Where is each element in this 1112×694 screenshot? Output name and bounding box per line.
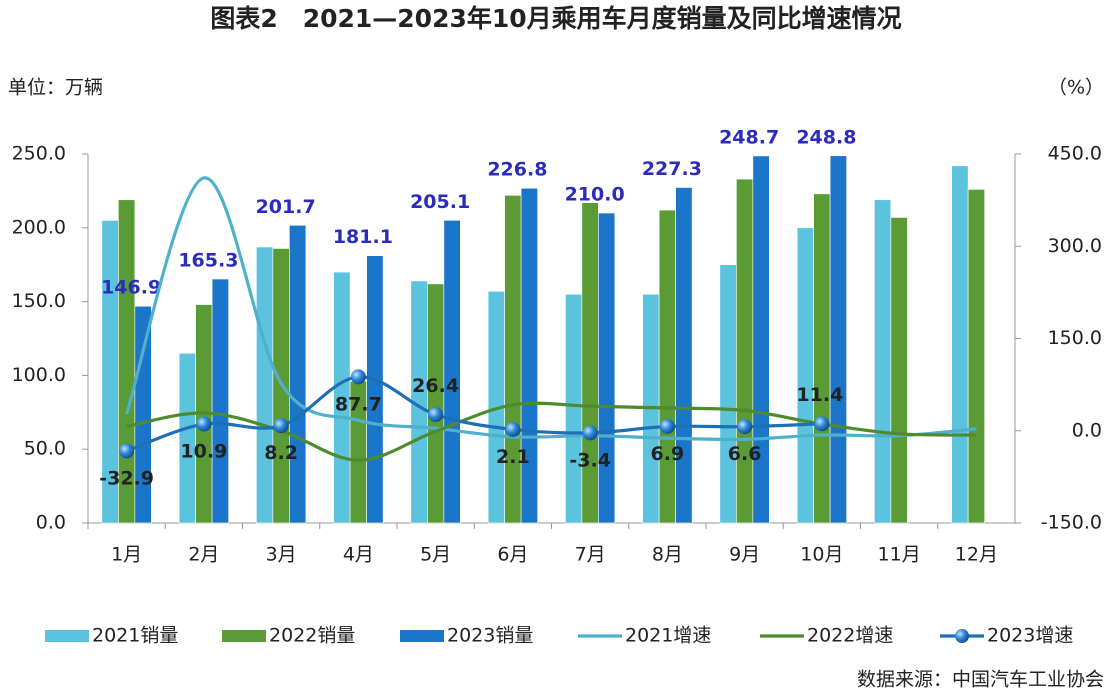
- bar: [598, 212, 616, 524]
- bar: [256, 246, 274, 524]
- legend-swatch: [45, 630, 89, 642]
- line: [125, 176, 977, 442]
- data-label: 146.9: [101, 277, 161, 299]
- x-tick-label: 3月: [266, 544, 297, 566]
- bar: [211, 278, 229, 524]
- bar: [796, 227, 814, 524]
- legend-swatch: [400, 630, 444, 642]
- bar: [565, 293, 583, 524]
- bar: [967, 189, 985, 524]
- marker: [814, 416, 830, 432]
- bar: [719, 264, 737, 524]
- bar: [951, 165, 969, 524]
- x-tick-label: 6月: [497, 544, 528, 566]
- data-label: 87.7: [335, 393, 382, 415]
- x-tick-label: 8月: [652, 544, 683, 566]
- data-label: 10.9: [180, 441, 227, 463]
- legend-label: 2022销量: [269, 625, 355, 647]
- marker: [273, 418, 289, 434]
- bar: [736, 178, 754, 524]
- x-tick-label: 5月: [420, 544, 451, 566]
- x-tick-label: 2月: [188, 544, 219, 566]
- x-tick-label: 9月: [729, 544, 760, 566]
- data-label: 248.7: [719, 126, 779, 148]
- bar: [813, 193, 831, 524]
- y-tick-label: 50.0: [24, 438, 66, 460]
- y-tick-label: 250.0: [12, 143, 66, 165]
- bar: [289, 224, 307, 524]
- data-label: 205.1: [410, 191, 470, 213]
- legend-marker: [955, 629, 969, 643]
- bar: [366, 255, 384, 524]
- y2-tick-label: 0.0: [1072, 419, 1102, 441]
- y-axis-label: 单位：万辆: [8, 77, 103, 99]
- bar: [504, 195, 522, 524]
- y2-tick-label: 150.0: [1048, 327, 1102, 349]
- bar: [178, 352, 196, 524]
- bar: [890, 217, 908, 524]
- bar: [443, 219, 461, 524]
- x-tick-label: 7月: [575, 544, 606, 566]
- chart-title: 图表2 2021—2023年10月乘用车月度销量及同比增速情况: [210, 4, 901, 33]
- source: 数据来源：中国汽车工业协会: [857, 669, 1104, 691]
- bar: [874, 199, 892, 524]
- data-label: 2.1: [496, 446, 530, 468]
- marker: [350, 369, 366, 385]
- data-label: 8.2: [264, 442, 298, 464]
- bar: [675, 187, 693, 524]
- y-tick-label: 200.0: [12, 216, 66, 238]
- marker: [428, 407, 444, 423]
- marker: [119, 443, 135, 459]
- bar: [427, 283, 445, 524]
- bar: [134, 305, 152, 524]
- data-label: 181.1: [333, 226, 393, 248]
- data-label: 210.0: [565, 184, 625, 206]
- data-label: 248.8: [796, 126, 856, 148]
- line: [126, 375, 822, 453]
- legend-label: 2022增速: [807, 625, 893, 647]
- data-label: 201.7: [256, 196, 316, 218]
- data-label: -3.4: [569, 449, 611, 471]
- data-label: 226.8: [487, 159, 547, 181]
- marker: [196, 416, 212, 432]
- legend-label: 2021增速: [625, 625, 711, 647]
- marker: [737, 419, 753, 435]
- data-label: 165.3: [178, 250, 238, 272]
- legend-label: 2021销量: [92, 625, 178, 647]
- bar: [829, 155, 847, 524]
- legend-label: 2023销量: [447, 625, 533, 647]
- y-tick-label: 0.0: [36, 512, 66, 534]
- marker: [582, 425, 598, 441]
- data-label: 26.4: [412, 375, 459, 397]
- data-label: -32.9: [99, 467, 154, 489]
- y2-tick-label: -150.0: [1041, 512, 1102, 534]
- bar: [520, 187, 538, 524]
- bar: [752, 155, 770, 524]
- x-tick-label: 10月: [800, 544, 843, 566]
- y2-tick-label: 300.0: [1048, 235, 1102, 257]
- bar: [581, 202, 599, 524]
- y-tick-label: 100.0: [12, 364, 66, 386]
- marker: [659, 419, 675, 435]
- bar: [658, 209, 676, 524]
- legend-swatch: [222, 630, 266, 642]
- y-tick-label: 150.0: [12, 290, 66, 312]
- x-tick-label: 4月: [343, 544, 374, 566]
- x-tick-label: 11月: [878, 544, 921, 566]
- y2-axis-label: （%）: [1048, 77, 1104, 99]
- y2-tick-label: 450.0: [1048, 143, 1102, 165]
- marker: [505, 421, 521, 437]
- data-label: 6.6: [728, 443, 762, 465]
- x-tick-label: 1月: [111, 544, 142, 566]
- legend-label: 2023增速: [987, 625, 1073, 647]
- data-label: 11.4: [796, 384, 843, 406]
- x-tick-label: 12月: [955, 544, 998, 566]
- data-label: 227.3: [642, 158, 702, 180]
- data-label: 6.9: [651, 443, 685, 465]
